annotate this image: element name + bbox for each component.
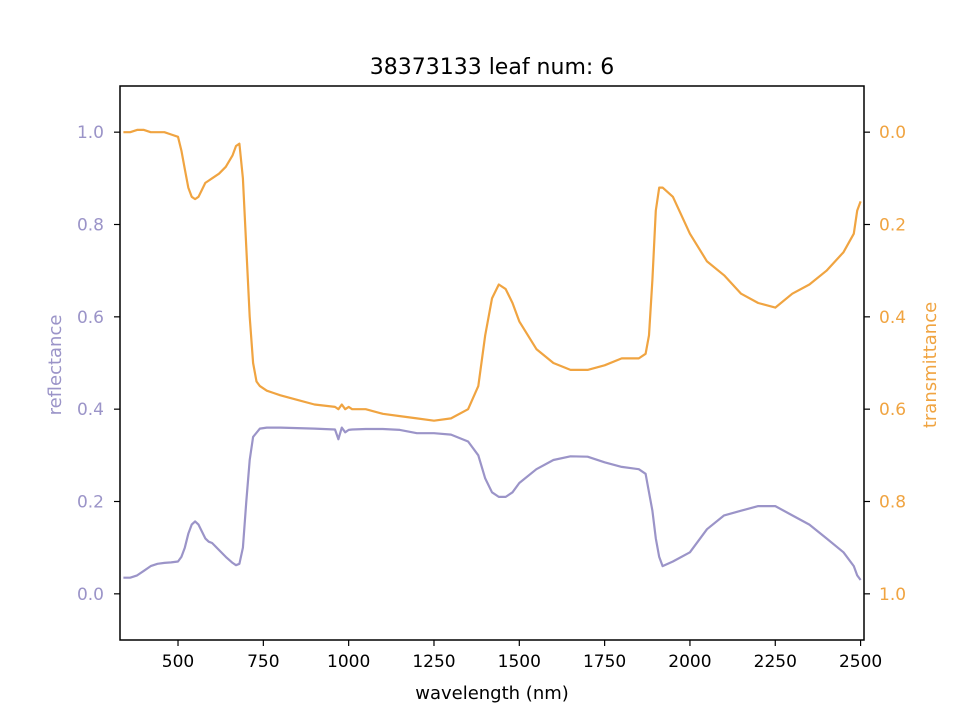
axes-frame: [119, 85, 865, 641]
left-y-tick-label: 1.0: [77, 123, 104, 143]
x-tick-label: 1500: [498, 652, 541, 672]
x-tick-label: 500: [162, 652, 194, 672]
x-tick-label: 2500: [839, 652, 882, 672]
right-y-tick-label: 0.2: [879, 216, 906, 236]
left-y-axis-ticks: 0.0 0.2 0.4 0.6 0.8 1.0: [77, 123, 120, 605]
reflectance-line: [123, 426, 862, 581]
x-axis-ticks: 500 750 1000 1250 1500 1750 2000 2250 2500: [162, 640, 882, 672]
x-tick-label: 1750: [583, 652, 626, 672]
x-tick-label: 2250: [754, 652, 797, 672]
right-y-tick-label: 1.0: [879, 585, 906, 605]
x-tick-label: 1000: [327, 652, 370, 672]
right-y-tick-label: 0.8: [879, 493, 906, 513]
transmittance-line: [123, 128, 862, 422]
left-y-tick-label: 0.8: [77, 216, 104, 236]
x-tick-label: 2000: [668, 652, 711, 672]
left-y-tick-label: 0.6: [77, 308, 104, 328]
x-tick-label: 750: [247, 652, 279, 672]
x-tick-label: 1250: [412, 652, 455, 672]
right-y-tick-label: 0.0: [879, 123, 906, 143]
left-y-tick-label: 0.2: [77, 493, 104, 513]
left-y-tick-label: 0.4: [77, 400, 104, 420]
left-y-tick-label: 0.0: [77, 585, 104, 605]
left-y-axis-label: reflectance: [45, 315, 66, 416]
right-y-tick-label: 0.4: [879, 308, 906, 328]
right-y-axis-ticks: 0.0 0.2 0.4 0.6 0.8 1.0: [864, 123, 906, 605]
right-y-axis-label: transmittance: [920, 302, 941, 428]
plot-lines: [123, 128, 862, 581]
x-axis-label: wavelength (nm): [415, 683, 569, 704]
right-y-tick-label: 0.6: [879, 400, 906, 420]
chart-title: 38373133 leaf num: 6: [370, 55, 615, 80]
